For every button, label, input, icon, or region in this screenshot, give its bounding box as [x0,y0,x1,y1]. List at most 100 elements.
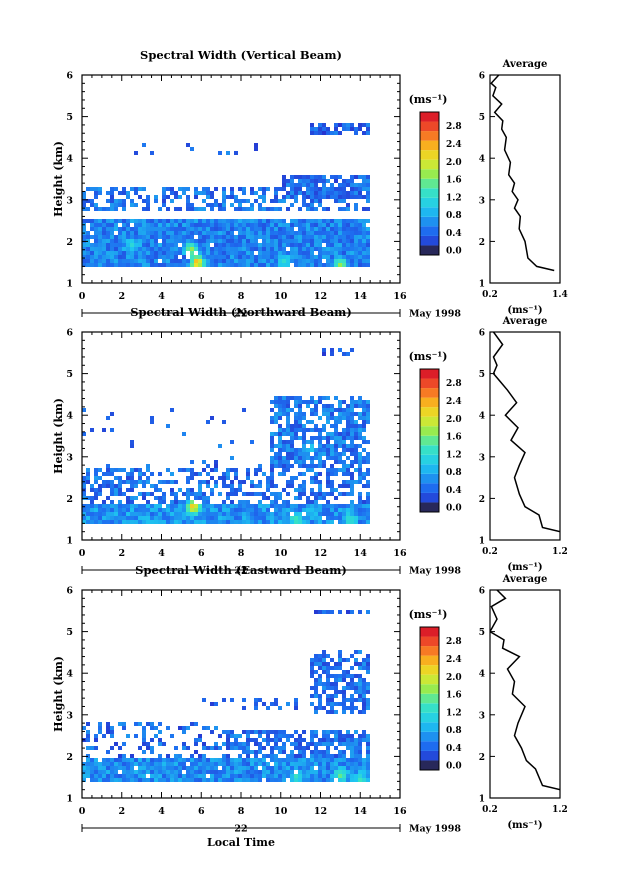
heatmap-cell [142,187,146,191]
heatmap-cell [194,207,198,211]
heatmap-cell [162,187,166,191]
heatmap-cell [306,187,310,191]
heatmap-cell [334,235,338,239]
heatmap-cell [230,746,234,750]
heatmap-cell [162,480,166,484]
heatmap-cell [182,259,186,263]
heatmap-cell [342,690,346,694]
heatmap-cell [270,702,274,706]
heatmap-cell [286,243,290,247]
heatmap-cell [218,758,222,762]
heatmap-cell [198,774,202,778]
heatmap-cell [118,468,122,472]
heatmap-cell [326,179,330,183]
heatmap-cell [106,516,110,520]
heatmap-cell [162,235,166,239]
heatmap-cell [358,504,362,508]
heatmap-cell [362,686,366,690]
heatmap-cell [110,203,114,207]
heatmap-cell [150,235,154,239]
heatmap-cell [266,734,270,738]
heatmap-cell [274,508,278,512]
heatmap-cell [198,770,202,774]
heatmap-cell [362,235,366,239]
heatmap-cell [202,207,206,211]
heatmap-cell [118,259,122,263]
heatmap-cell [342,758,346,762]
heatmap-cell [190,520,194,524]
heatmap-cell [130,516,134,520]
heatmap-cell [98,259,102,263]
heatmap-cell [238,504,242,508]
heatmap-cell [254,504,258,508]
heatmap-cell [302,259,306,263]
heatmap-cell [130,219,134,223]
heatmap-cell [338,468,342,472]
heatmap-cell [142,758,146,762]
heatmap-cell [354,263,358,267]
heatmap-cell [318,766,322,770]
profile-y-tick-label: 2 [479,238,485,248]
heatmap-cell [126,255,130,259]
heatmap-cell [278,231,282,235]
heatmap-cell [330,468,334,472]
heatmap-cell [326,235,330,239]
heatmap-cell [358,650,362,654]
heatmap-cell [358,127,362,131]
heatmap-cell [326,754,330,758]
heatmap-cell [230,770,234,774]
heatmap-cell [342,686,346,690]
heatmap-cell [338,348,342,352]
heatmap-cell [330,774,334,778]
heatmap-cell [130,508,134,512]
heatmap-cell [106,504,110,508]
heatmap-cell [166,247,170,251]
heatmap-cell [282,448,286,452]
heatmap-cell [90,770,94,774]
heatmap-cell [186,187,190,191]
heatmap-cell [158,223,162,227]
heatmap-cell [214,460,218,464]
heatmap-cell [278,778,282,782]
heatmap-cell [98,778,102,782]
heatmap-cell [194,504,198,508]
heatmap-cell [326,452,330,456]
heatmap-cell [222,187,226,191]
heatmap-cell [146,480,150,484]
heatmap-cell [82,778,86,782]
heatmap-cell [318,460,322,464]
heatmap-cell [210,758,214,762]
heatmap-cell [274,770,278,774]
heatmap-cell [162,492,166,496]
heatmap-cell [302,520,306,524]
heatmap-cell [94,516,98,520]
profile-y-tick-label: 2 [479,495,485,505]
heatmap-cell [274,702,278,706]
heatmap-cell [202,762,206,766]
heatmap-cell [326,654,330,658]
heatmap-cell [310,179,314,183]
heatmap-cell [258,247,262,251]
heatmap-cell [270,778,274,782]
heatmap-cell [318,742,322,746]
heatmap-cell [322,219,326,223]
heatmap-cell [206,464,210,468]
heatmap-cell [306,496,310,500]
heatmap-cell [278,504,282,508]
heatmap-cell [114,239,118,243]
heatmap-cell [194,195,198,199]
heatmap-cell [166,480,170,484]
heatmap-cell [118,754,122,758]
heatmap-cell [242,516,246,520]
heatmap-cell [314,179,318,183]
heatmap-cell [318,738,322,742]
heatmap-cell [166,770,170,774]
colorbar-tick-label: 2.4 [446,140,462,150]
heatmap-cell [162,219,166,223]
heatmap-cell [110,255,114,259]
heatmap-cell [350,448,354,452]
heatmap-cell [214,770,218,774]
heatmap-cell [226,766,230,770]
heatmap-cell [322,231,326,235]
